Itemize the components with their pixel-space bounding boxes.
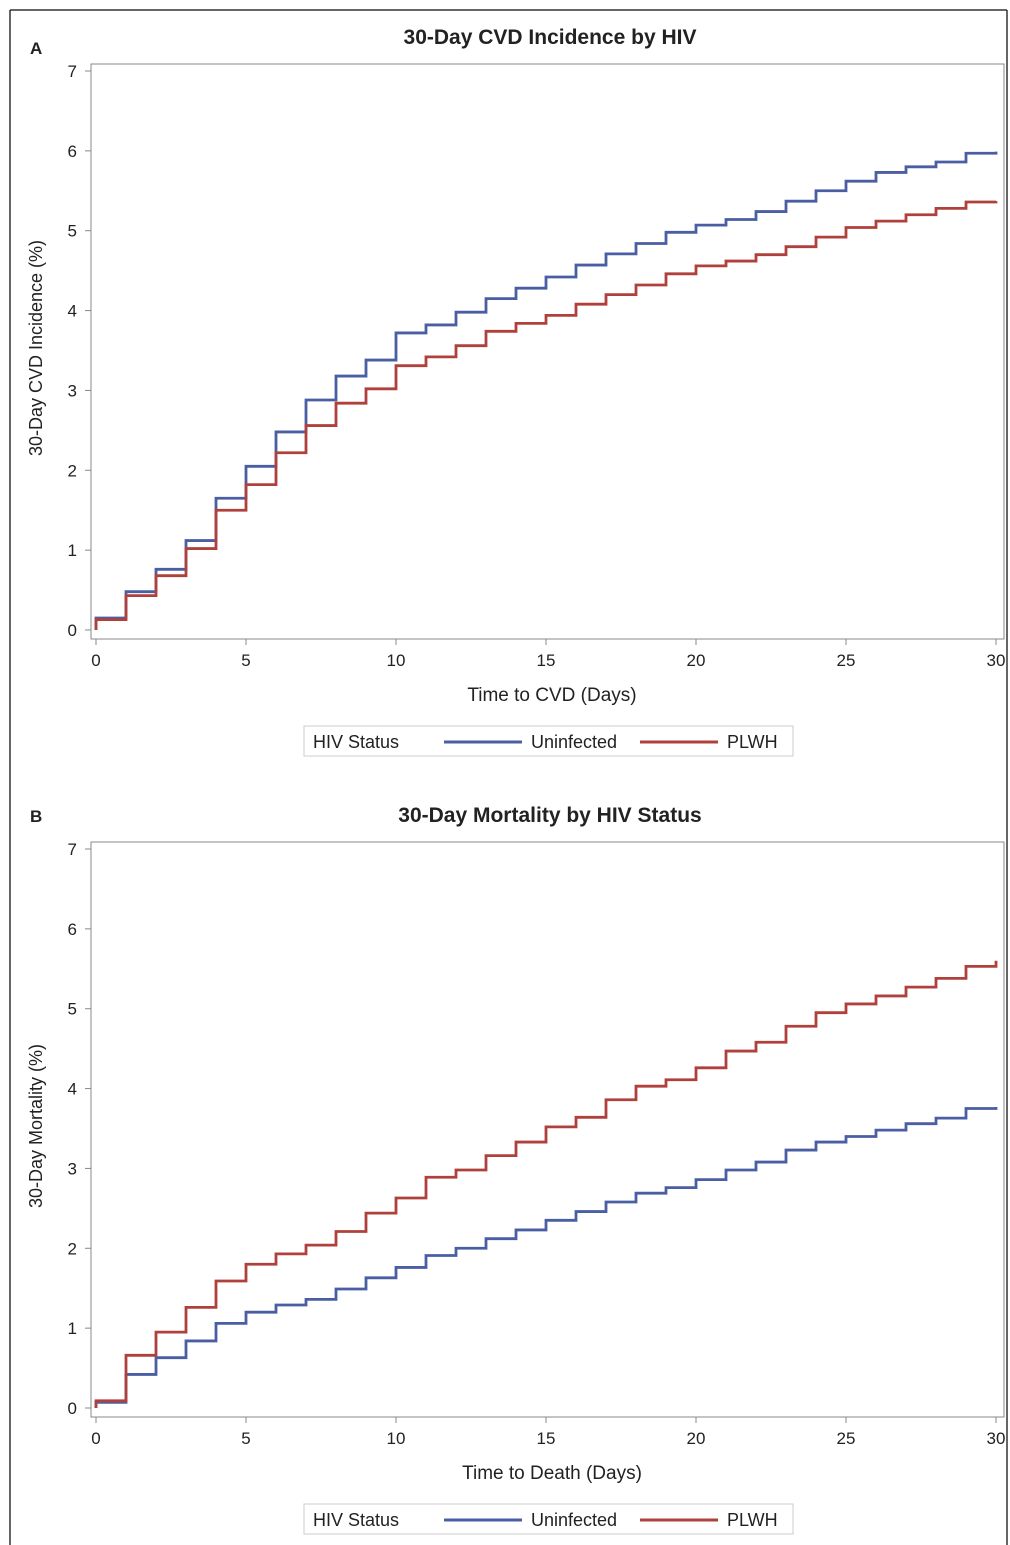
panel-label: B: [30, 807, 42, 826]
legend-label-plwh: PLWH: [727, 732, 778, 752]
plot-area: [90, 63, 1005, 640]
y-tick-label: 0: [68, 621, 77, 640]
x-tick-label: 0: [91, 1429, 100, 1448]
y-tick-label: 0: [68, 1399, 77, 1418]
chart-title: 30-Day Mortality by HIV Status: [398, 804, 701, 827]
x-tick-label: 10: [387, 651, 406, 670]
series-layer: [94, 151, 998, 630]
x-tick-label: 10: [387, 1429, 406, 1448]
y-tick-label: 3: [68, 1159, 77, 1178]
x-axis-label: Time to Death (Days): [462, 1463, 642, 1484]
y-tick-label: 6: [68, 142, 77, 161]
panel-b: B 30-Day Mortality by HIV Status 30-Day …: [26, 804, 1006, 1535]
x-tick-label: 0: [91, 651, 100, 670]
legend-label-plwh: PLWH: [727, 1510, 778, 1530]
x-tick-label: 15: [537, 651, 556, 670]
series-line-plwh: [94, 960, 998, 1408]
x-tick-label: 25: [837, 651, 856, 670]
y-tick-label: 5: [68, 222, 77, 241]
y-tick-label: 1: [68, 541, 77, 560]
x-tick-label: 25: [837, 1429, 856, 1448]
x-tick-label: 20: [687, 1429, 706, 1448]
y-tick-label: 3: [68, 381, 77, 400]
y-tick-label: 7: [68, 840, 77, 859]
y-tick-label: 2: [68, 461, 77, 480]
x-tick-label: 5: [241, 651, 250, 670]
y-axis-label: 30-Day CVD Incidence (%): [26, 240, 46, 456]
y-tick-label: 2: [68, 1239, 77, 1258]
axis-ticks: 0 5 10 15 20 25 30 0 1 2 3 4 5 6 7: [68, 62, 1006, 670]
x-tick-label: 15: [537, 1429, 556, 1448]
x-tick-label: 20: [687, 651, 706, 670]
y-tick-label: 4: [68, 302, 77, 321]
series-line-uninfected: [94, 1106, 998, 1408]
legend-title: HIV Status: [313, 732, 399, 752]
x-tick-label: 5: [241, 1429, 250, 1448]
y-tick-label: 7: [68, 62, 77, 81]
axis-ticks: 0 5 10 15 20 25 30 0 1 2 3 4 5 6 7: [68, 840, 1006, 1448]
plot-area: [90, 841, 1005, 1418]
legend-label-uninfected: Uninfected: [531, 732, 617, 752]
chart-title: 30-Day CVD Incidence by HIV: [404, 26, 697, 49]
y-tick-label: 4: [68, 1080, 77, 1099]
y-axis-label: 30-Day Mortality (%): [26, 1044, 46, 1208]
y-tick-label: 6: [68, 920, 77, 939]
legend: HIV Status Uninfected PLWH: [303, 1503, 794, 1535]
series-line-plwh: [94, 200, 998, 630]
panel-a: A 30-Day CVD Incidence by HIV 30-Day CVD…: [26, 26, 1006, 757]
x-axis-label: Time to CVD (Days): [467, 685, 636, 706]
legend: HIV Status Uninfected PLWH: [303, 725, 794, 757]
x-tick-label: 30: [987, 651, 1006, 670]
y-tick-label: 1: [68, 1319, 77, 1338]
series-line-uninfected: [94, 151, 998, 630]
series-layer: [94, 960, 998, 1408]
panel-label: A: [30, 39, 42, 58]
legend-label-uninfected: Uninfected: [531, 1510, 617, 1530]
y-tick-label: 5: [68, 1000, 77, 1019]
x-tick-label: 30: [987, 1429, 1006, 1448]
legend-title: HIV Status: [313, 1510, 399, 1530]
